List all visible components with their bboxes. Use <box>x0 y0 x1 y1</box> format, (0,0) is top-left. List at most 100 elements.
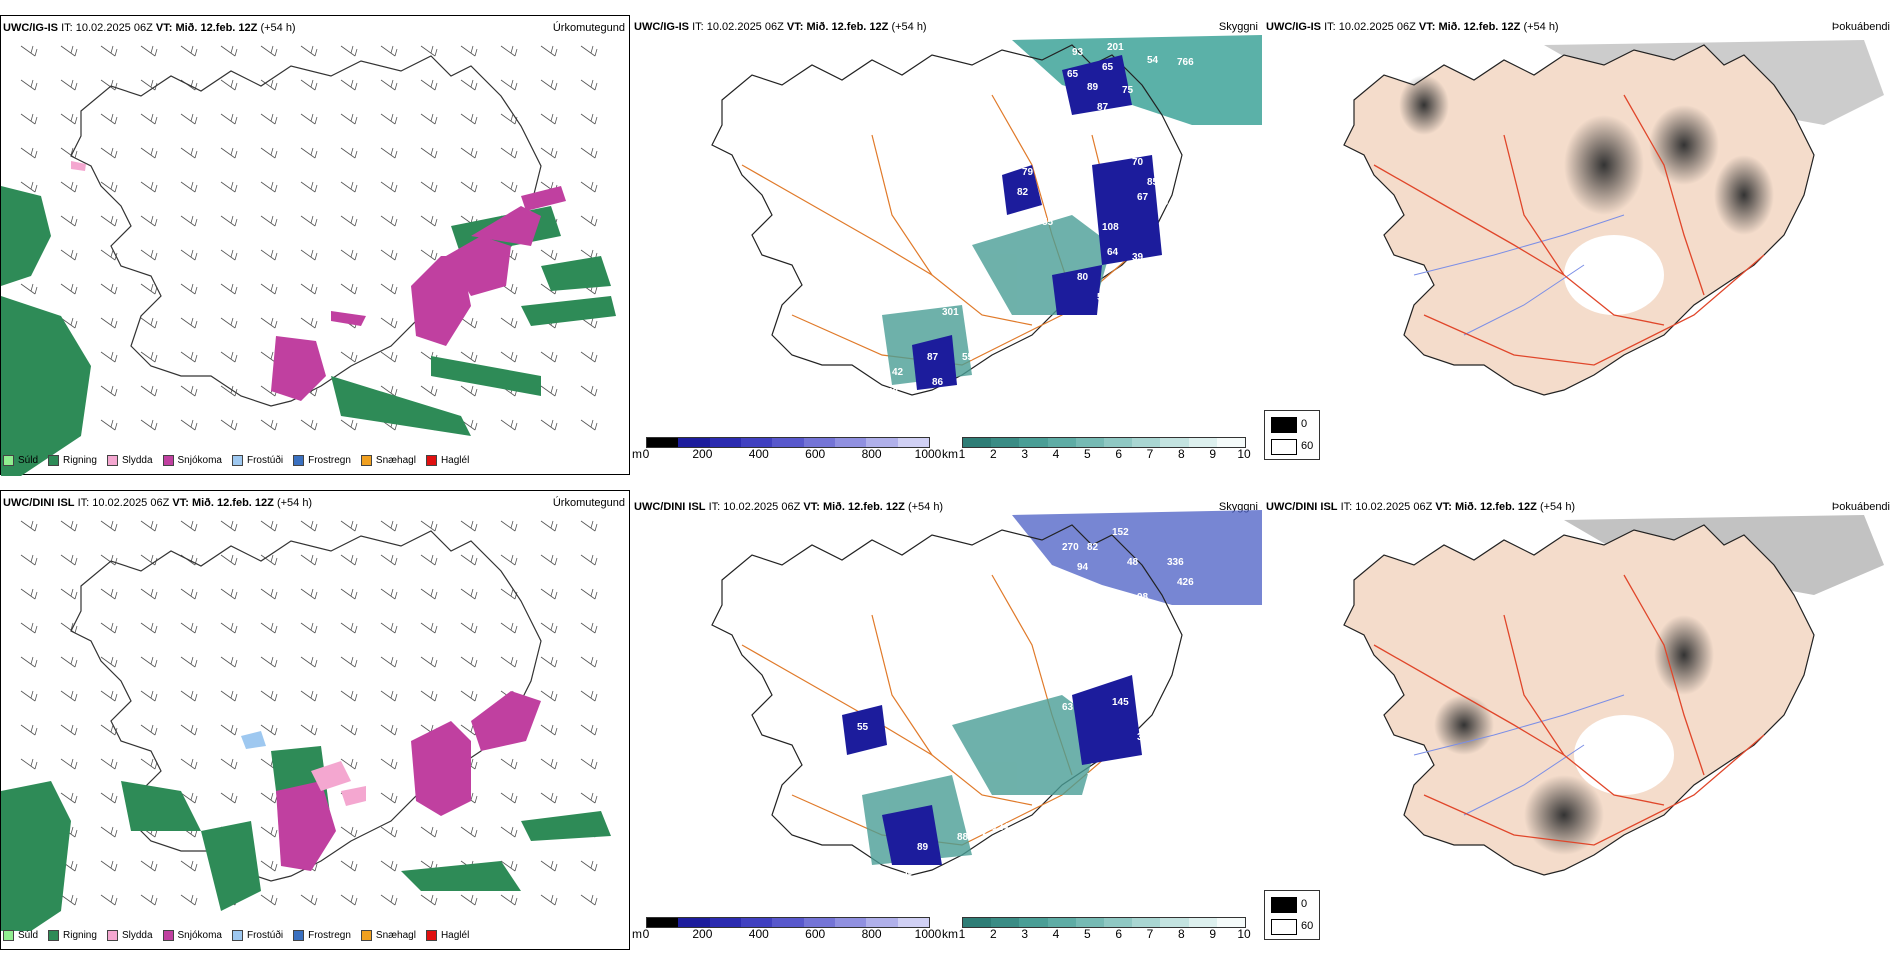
wind-barb <box>60 656 78 668</box>
wind-barb <box>100 588 118 600</box>
wind-barb <box>300 147 318 159</box>
wind-barb <box>460 181 478 193</box>
wind-barb <box>60 45 78 57</box>
wind-barb <box>140 860 158 872</box>
wind-barb <box>220 283 238 295</box>
wind-barb <box>340 554 358 566</box>
wind-barb <box>180 249 198 261</box>
visibility-panel-row2: UWC/DINI ISL IT: 10.02.2025 06Z VT: Mið.… <box>632 495 1262 955</box>
wind-barb <box>380 758 398 770</box>
cloud-base-label: 91 <box>1077 677 1089 688</box>
wind-barb <box>420 826 438 838</box>
wind-barb <box>300 554 318 566</box>
wind-barb <box>260 792 278 804</box>
panel-header: UWC/IG-IS IT: 10.02.2025 06Z VT: Mið. 12… <box>3 22 296 34</box>
wind-barb <box>540 113 558 125</box>
cloud-base-label: 124 <box>992 822 1009 833</box>
wind-barb <box>340 758 358 770</box>
wind-barb <box>260 113 278 125</box>
wind-barb <box>420 588 438 600</box>
wind-barb <box>140 724 158 736</box>
legend-item: Slydda <box>106 930 153 941</box>
wind-barb <box>380 826 398 838</box>
wind-barb <box>180 758 198 770</box>
roads <box>1373 574 1765 846</box>
colorbar-tick: 4 <box>1052 447 1060 461</box>
colorbar-tick: 800 <box>861 927 882 941</box>
cloud-base-label: 55 <box>962 352 974 363</box>
wind-barb <box>220 792 238 804</box>
wind-barb <box>500 45 518 57</box>
wind-barb <box>340 622 358 634</box>
wind-barb <box>540 45 558 57</box>
fog-panel-row1: UWC/IG-IS IT: 10.02.2025 06Z VT: Mið. 12… <box>1264 15 1894 475</box>
wind-barb <box>460 45 478 57</box>
wind-barb <box>540 622 558 634</box>
wind-barb <box>300 113 318 125</box>
sea-fog-region <box>1012 510 1262 605</box>
legend-swatch <box>231 930 243 941</box>
wind-barb <box>580 622 598 634</box>
wind-barb <box>340 419 358 431</box>
legend-label: Snjókoma <box>177 455 222 466</box>
legend-item: Rigning <box>48 930 97 941</box>
wind-barb <box>300 588 318 600</box>
wind-barb <box>300 520 318 532</box>
wind-barb <box>100 792 118 804</box>
wind-barb <box>180 113 198 125</box>
wind-barb <box>220 724 238 736</box>
colorbar-tick: 0 <box>642 927 650 941</box>
wind-barb <box>140 656 158 668</box>
panel-header: UWC/DINI ISL IT: 10.02.2025 06Z VT: Mið.… <box>3 497 313 509</box>
wind-barb <box>20 724 38 736</box>
wind-barb <box>540 724 558 736</box>
wind-barb <box>420 249 438 261</box>
legend-swatch <box>231 455 243 466</box>
wind-barb <box>460 554 478 566</box>
wind-barb <box>500 520 518 532</box>
wind-barb <box>340 147 358 159</box>
panel-type-label: Þokuábendi <box>1831 501 1890 513</box>
legend-swatch <box>425 455 437 466</box>
cloud-base-label: 152 <box>1112 527 1129 538</box>
wind-barb <box>540 758 558 770</box>
wind-barb <box>60 181 78 193</box>
wind-barb <box>500 622 518 634</box>
wind-barb <box>340 860 358 872</box>
wind-barb <box>180 385 198 397</box>
wind-barb <box>180 792 198 804</box>
wind-barb <box>180 520 198 532</box>
wind-barb <box>100 554 118 566</box>
legend-swatch <box>162 930 174 941</box>
wind-barb <box>380 622 398 634</box>
cloud-base-label: 64 <box>1107 247 1119 258</box>
wind-barb <box>100 622 118 634</box>
fog-patches <box>1434 615 1714 855</box>
wind-barb <box>540 588 558 600</box>
wind-barb <box>340 79 358 91</box>
wind-barb <box>220 758 238 770</box>
wind-barb <box>20 588 38 600</box>
sleet-areas <box>71 161 86 171</box>
colorbar-tick: 10 <box>1237 927 1251 941</box>
wind-barb <box>340 283 358 295</box>
cloud-base-label: 75 <box>1157 197 1169 208</box>
wind-barb <box>260 520 278 532</box>
colorbar-tick: 3 <box>1021 447 1028 461</box>
wind-barb <box>580 520 598 532</box>
precip-map <box>1 520 611 931</box>
wind-barb <box>500 147 518 159</box>
cloud-base-label: 22 <box>807 847 819 858</box>
wind-barb <box>220 79 238 91</box>
colorbar-tick: 8 <box>1177 927 1185 941</box>
wind-barb <box>260 826 278 838</box>
wind-barb <box>580 351 598 363</box>
wind-barb <box>20 554 38 566</box>
wind-barb <box>380 792 398 804</box>
wind-barb <box>260 588 278 600</box>
wind-barb <box>460 588 478 600</box>
colorbar-tick: 6 <box>1115 927 1122 941</box>
wind-barb <box>20 520 38 532</box>
